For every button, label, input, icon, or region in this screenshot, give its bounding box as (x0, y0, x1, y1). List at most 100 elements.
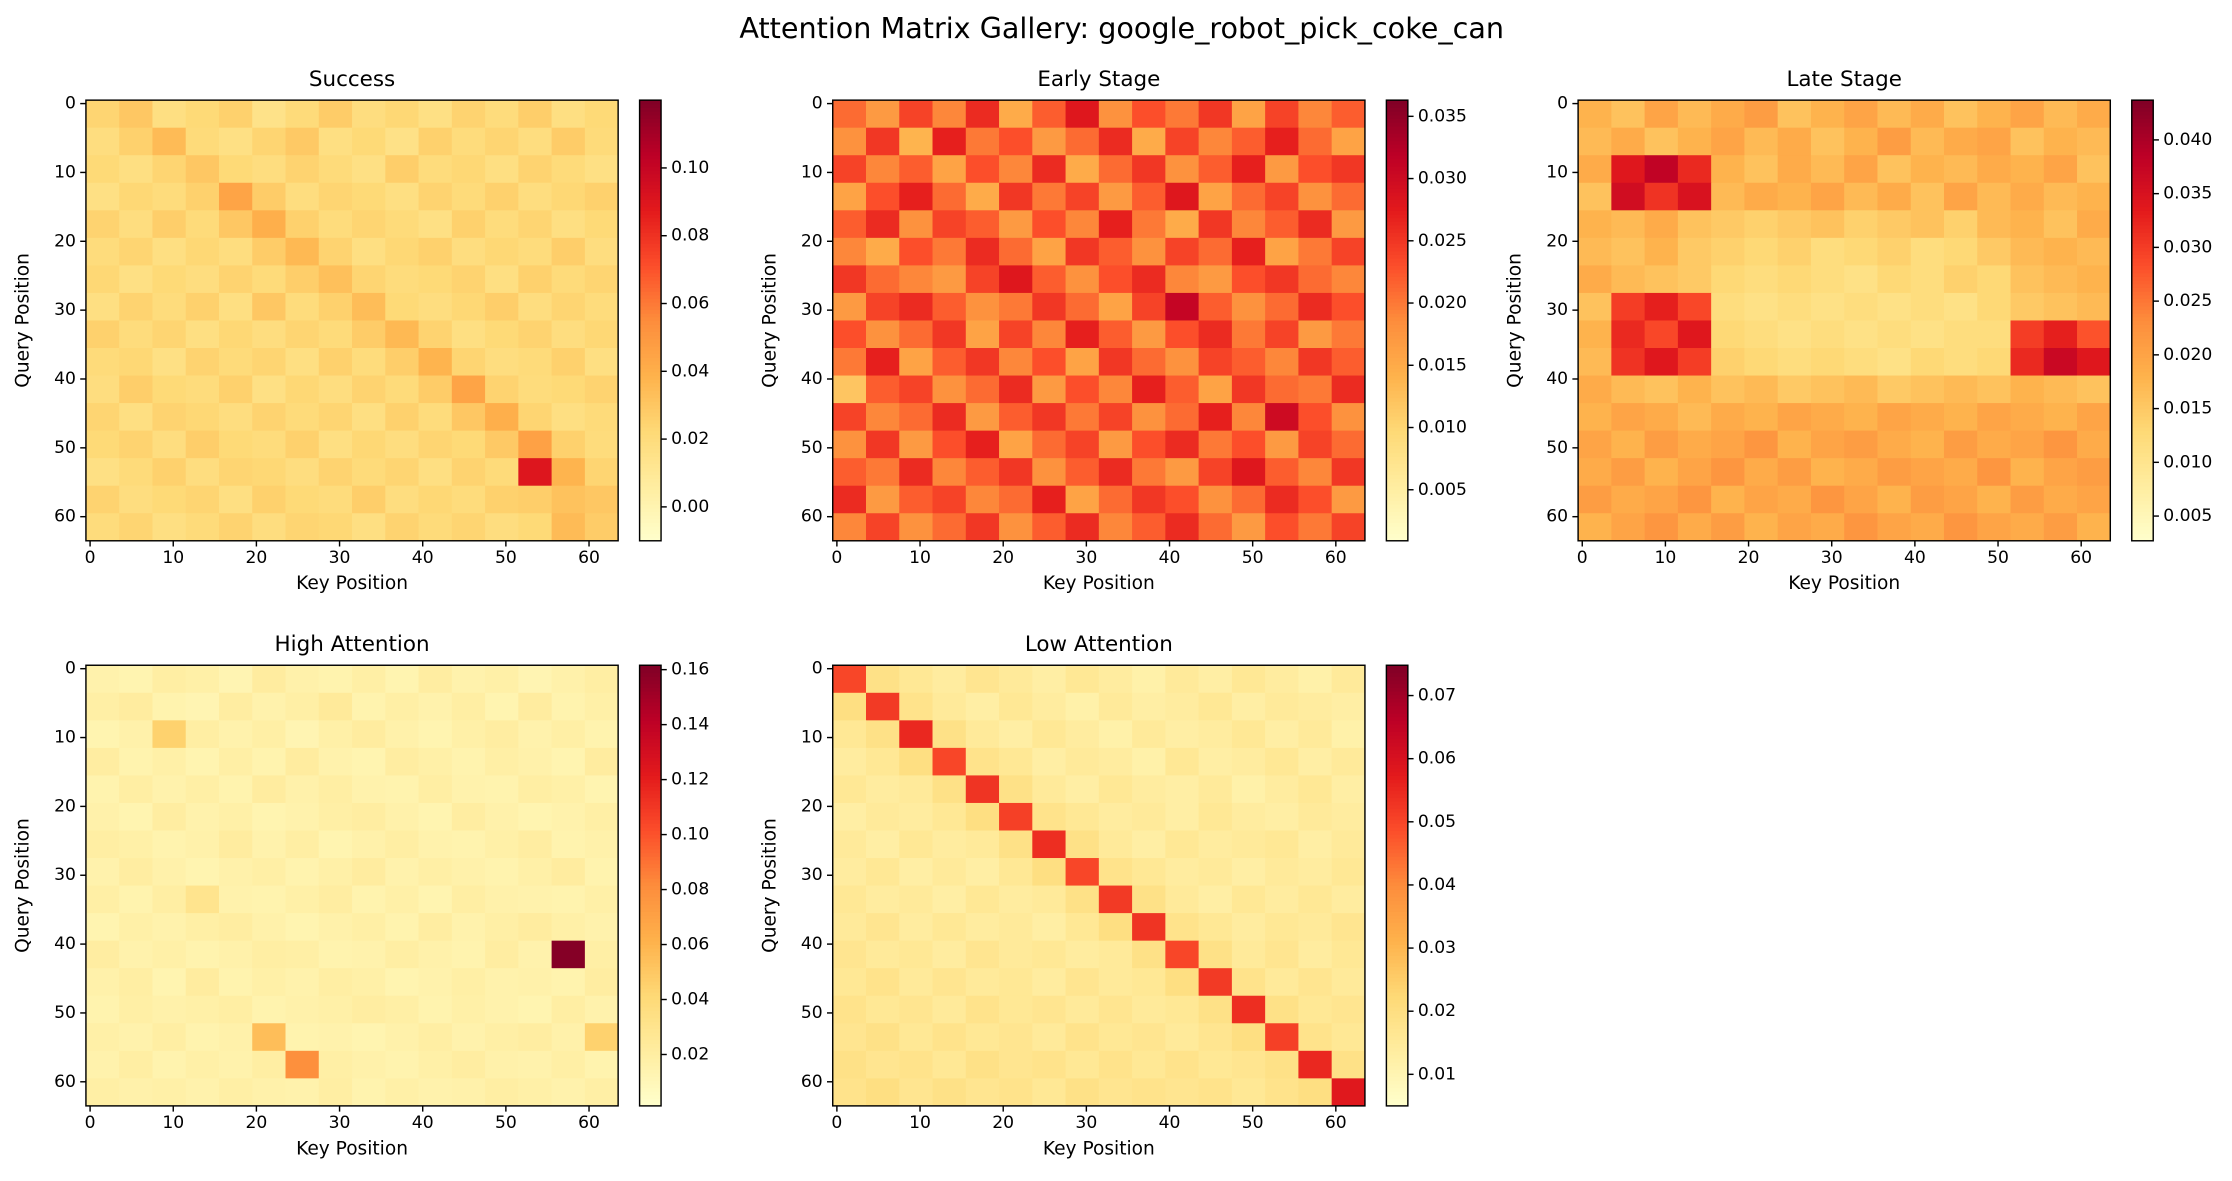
heatmap-cell (2043, 127, 2078, 156)
heatmap-cell (418, 995, 453, 1024)
heatmap-cell (999, 513, 1033, 542)
colorbar-segment (1386, 826, 1408, 832)
colorbar-segment (639, 265, 662, 270)
heatmap-cell (1711, 513, 1745, 542)
x-tick-label: 40 (1159, 1113, 1181, 1133)
heatmap-cell (832, 292, 867, 321)
colorbar-segment (639, 166, 662, 171)
x-tick-label: 50 (1242, 548, 1264, 568)
colorbar-segment (639, 1003, 662, 1008)
heatmap-cell (1844, 292, 1878, 321)
heatmap-cell (1265, 155, 1299, 184)
heatmap-cell (1098, 458, 1133, 487)
heatmap-cell (1877, 127, 1912, 156)
heatmap-cell (1298, 913, 1333, 942)
heatmap-cell (518, 995, 553, 1024)
heatmap-cell (1910, 127, 1945, 156)
colorbar-segment (1386, 254, 1408, 259)
y-tick-label: 30 (801, 300, 823, 320)
heatmap-cell (1132, 237, 1166, 266)
heatmap-cell (218, 155, 253, 184)
colorbar-tick-label: 0.10 (671, 825, 709, 845)
heatmap-cell (865, 210, 900, 239)
heatmap-cell (1644, 265, 1679, 294)
heatmap-cell (1298, 968, 1333, 997)
colorbar-segment (639, 852, 662, 857)
heatmap-cell (385, 858, 419, 887)
heatmap-cell (1032, 802, 1066, 831)
heatmap-cell (2077, 237, 2111, 266)
colorbar-segment (1386, 280, 1408, 285)
heatmap-cell (418, 858, 453, 887)
heatmap-cell (1644, 375, 1679, 404)
heatmap-cell (1198, 127, 1233, 156)
heatmap-cell (451, 375, 486, 404)
heatmap-cell (185, 292, 220, 321)
heatmap-cell (518, 265, 553, 294)
colorbar-segment (1386, 1028, 1408, 1034)
heatmap-cell (2010, 403, 2045, 432)
y-tick-label: 20 (54, 796, 76, 816)
heatmap-cell (1098, 968, 1133, 997)
heatmap-cell (185, 940, 220, 969)
heatmap-cell (965, 348, 1000, 376)
colorbar-segment (2131, 177, 2154, 182)
heatmap-cell (1943, 155, 1978, 184)
heatmap-cell (385, 1023, 419, 1052)
heatmap-cell (451, 995, 486, 1024)
heatmap-cell (485, 485, 519, 514)
heatmap-cell (185, 665, 220, 694)
heatmap-cell (865, 182, 900, 211)
heatmap-cell (1298, 885, 1333, 914)
heatmap-cell (1943, 348, 1978, 376)
colorbar-segment (639, 206, 662, 211)
heatmap-cell (385, 320, 419, 349)
colorbar-segment (639, 276, 662, 281)
colorbar-segment (639, 889, 662, 894)
x-axis-label: Key Position (1043, 1138, 1155, 1159)
heatmap-cell (1065, 775, 1100, 804)
heatmap-cell (1098, 1050, 1133, 1079)
colorbar-segment (639, 445, 662, 450)
colorbar-segment (1386, 1014, 1408, 1019)
colorbar-segment (2131, 111, 2154, 116)
colorbar-segment (1386, 859, 1408, 865)
heatmap-cell (865, 858, 900, 887)
heatmap-cell (1198, 375, 1233, 404)
heatmap-cell (1165, 403, 1200, 432)
colorbar-segment (639, 863, 662, 868)
colorbar-segment (1386, 199, 1408, 204)
heatmap-cell (1265, 665, 1299, 694)
heatmap-cell (1331, 1078, 1366, 1107)
heatmap-cell (999, 430, 1033, 459)
colorbar-segment (1386, 760, 1408, 765)
heatmap-cell (2043, 513, 2078, 542)
heatmap-cell (2043, 458, 2078, 487)
colorbar-segment (1386, 368, 1408, 373)
heatmap-cell (119, 237, 153, 266)
heatmap-cell (1977, 237, 2011, 266)
heatmap-cell (1578, 265, 1612, 294)
heatmap-cell (1331, 665, 1366, 694)
heatmap-cell (1098, 265, 1133, 294)
heatmap-cell (2043, 265, 2078, 294)
heatmap-cell (899, 665, 933, 694)
heatmap-cell (1578, 458, 1612, 487)
colorbar-segment (1386, 294, 1408, 300)
colorbar-segment (639, 823, 662, 828)
colorbar-segment (2131, 206, 2154, 211)
heatmap-cell (1777, 430, 1812, 459)
heatmap-cell (1298, 747, 1333, 776)
x-tick-label: 40 (412, 1113, 434, 1133)
colorbar-segment (639, 1032, 662, 1037)
colorbar-segment (2131, 331, 2154, 336)
heatmap-cell (285, 1078, 320, 1107)
heatmap-cell (1910, 265, 1945, 294)
x-tick-label: 0 (1577, 548, 1588, 568)
heatmap-cell (285, 885, 320, 914)
heatmap-cell (1910, 182, 1945, 211)
heatmap-cell (152, 858, 187, 887)
y-tick-label: 50 (54, 1003, 76, 1023)
heatmap-cell (185, 155, 220, 184)
heatmap-cell (932, 292, 967, 321)
